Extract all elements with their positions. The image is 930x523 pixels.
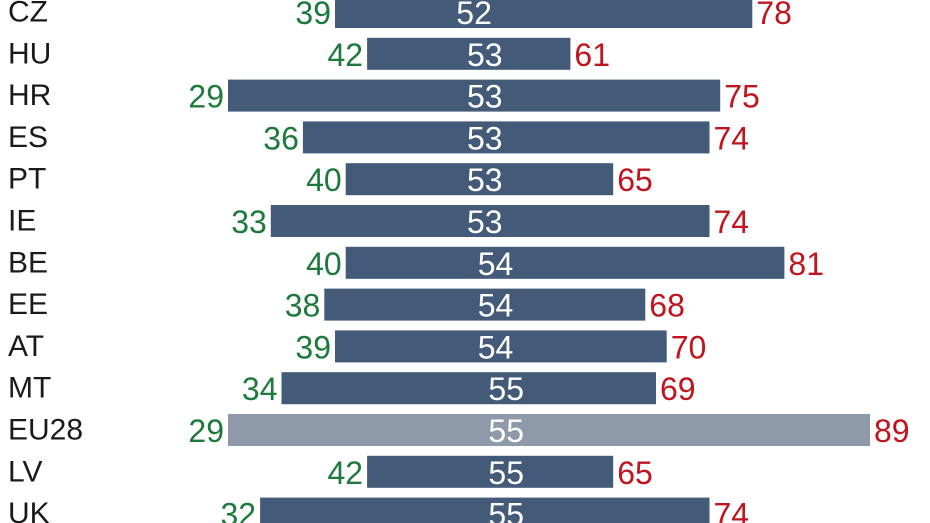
max-value-label: 65 bbox=[617, 455, 653, 491]
median-value-label: 55 bbox=[488, 497, 524, 523]
range-bar bbox=[324, 288, 646, 321]
range-bar bbox=[270, 205, 710, 237]
range-bar bbox=[281, 372, 656, 405]
min-value-label: 42 bbox=[328, 37, 364, 73]
median-value-label: 53 bbox=[467, 204, 503, 240]
chart-row: UK 32 74 55 bbox=[8, 497, 749, 523]
chart-row: EE 38 68 54 bbox=[8, 288, 685, 324]
max-value-label: 65 bbox=[617, 162, 653, 198]
median-value-label: 54 bbox=[478, 246, 514, 282]
category-label: IE bbox=[8, 205, 36, 238]
min-value-label: 38 bbox=[285, 288, 321, 324]
median-value-label: 55 bbox=[488, 413, 524, 449]
category-label: BE bbox=[8, 246, 48, 279]
max-value-label: 75 bbox=[724, 79, 760, 115]
chart-row: HU 42 61 53 bbox=[8, 37, 610, 73]
max-value-label: 74 bbox=[714, 204, 750, 240]
category-label: UK bbox=[8, 497, 50, 523]
min-value-label: 40 bbox=[306, 162, 342, 198]
category-label: AT bbox=[8, 330, 44, 363]
range-bar bbox=[335, 0, 753, 28]
chart-row: MT 34 69 55 bbox=[8, 371, 696, 407]
range-bar bbox=[367, 37, 571, 70]
category-label: ES bbox=[8, 121, 48, 154]
range-bar bbox=[302, 121, 710, 154]
range-bar bbox=[228, 414, 870, 446]
range-bar bbox=[345, 163, 614, 196]
min-value-label: 39 bbox=[295, 329, 331, 365]
chart-row: IE 33 74 53 bbox=[8, 204, 749, 240]
range-bar bbox=[260, 497, 710, 523]
max-value-label: 68 bbox=[649, 288, 685, 324]
category-label: EE bbox=[8, 288, 48, 321]
category-label: PT bbox=[8, 163, 46, 196]
category-label: MT bbox=[8, 372, 51, 405]
chart-row: HR 29 75 53 bbox=[8, 79, 760, 115]
max-value-label: 81 bbox=[788, 246, 824, 282]
category-label: CZ bbox=[8, 0, 48, 29]
median-value-label: 53 bbox=[467, 120, 503, 156]
range-bar bbox=[367, 455, 614, 488]
category-label: LV bbox=[8, 455, 42, 488]
median-value-label: 55 bbox=[488, 455, 524, 491]
min-value-label: 32 bbox=[221, 497, 257, 523]
min-value-label: 34 bbox=[242, 371, 278, 407]
max-value-label: 69 bbox=[660, 371, 696, 407]
min-value-label: 29 bbox=[188, 413, 224, 449]
max-value-label: 89 bbox=[874, 413, 910, 449]
median-value-label: 53 bbox=[467, 79, 503, 115]
max-value-label: 78 bbox=[756, 0, 792, 31]
median-value-label: 55 bbox=[488, 371, 524, 407]
chart-row: AT 39 70 54 bbox=[8, 329, 706, 365]
min-value-label: 33 bbox=[231, 204, 267, 240]
category-label: HU bbox=[8, 37, 51, 70]
max-value-label: 74 bbox=[714, 120, 750, 156]
min-value-label: 40 bbox=[306, 246, 342, 282]
category-label: HR bbox=[8, 79, 51, 112]
max-value-label: 74 bbox=[714, 497, 750, 523]
chart-row: CZ 39 78 52 bbox=[8, 0, 792, 31]
chart-row: BE 40 81 54 bbox=[8, 246, 824, 282]
min-value-label: 29 bbox=[188, 79, 224, 115]
chart-row: ES 36 74 53 bbox=[8, 120, 749, 156]
median-value-label: 53 bbox=[467, 162, 503, 198]
max-value-label: 61 bbox=[574, 37, 610, 73]
category-label: EU28 bbox=[8, 414, 83, 447]
chart-row: EU28 29 89 55 bbox=[8, 413, 910, 449]
min-value-label: 42 bbox=[328, 455, 364, 491]
chart-row: LV 42 65 55 bbox=[8, 455, 653, 491]
median-value-label: 54 bbox=[478, 288, 514, 324]
range-bar bbox=[228, 79, 721, 112]
max-value-label: 70 bbox=[671, 329, 707, 365]
range-bar bbox=[335, 330, 667, 363]
range-bar bbox=[345, 246, 785, 279]
chart-row: PT 40 65 53 bbox=[8, 162, 653, 198]
median-value-label: 52 bbox=[456, 0, 492, 31]
min-value-label: 39 bbox=[295, 0, 331, 31]
min-value-label: 36 bbox=[263, 120, 299, 156]
median-value-label: 53 bbox=[467, 37, 503, 73]
median-value-label: 54 bbox=[478, 329, 514, 365]
